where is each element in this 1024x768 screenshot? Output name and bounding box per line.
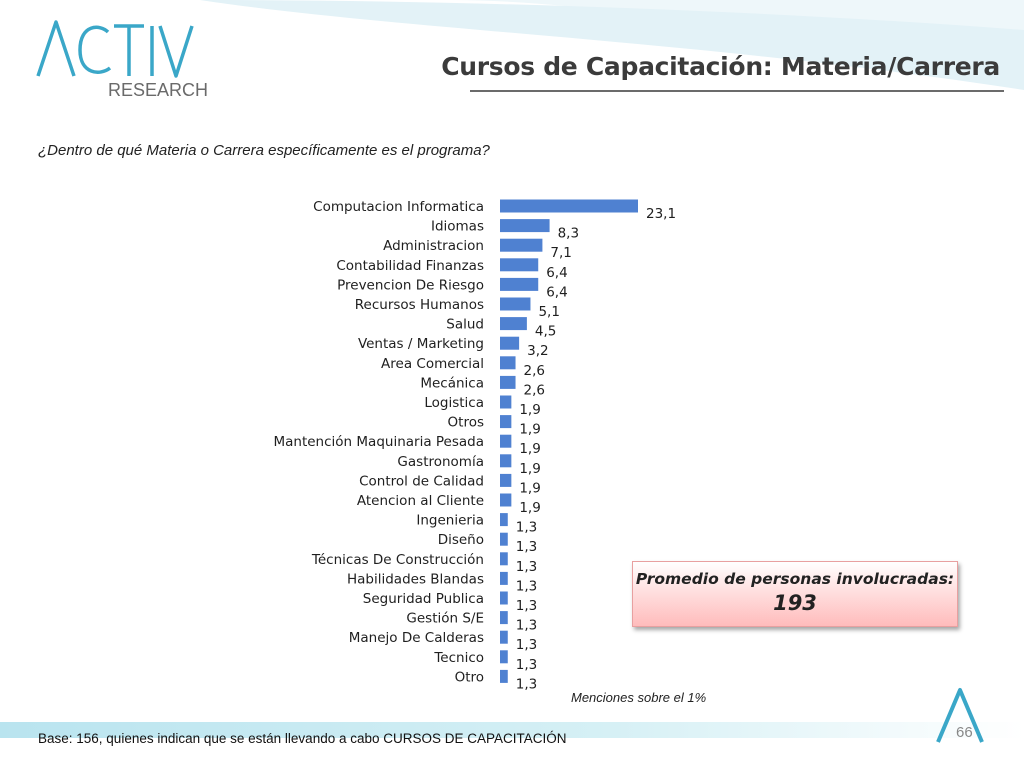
value-label: 23,1: [646, 206, 676, 222]
bar: [500, 591, 508, 605]
base-note: Base: 156, quienes indican que se están …: [38, 731, 567, 746]
category-label: Idiomas: [431, 219, 484, 235]
bar: [500, 669, 508, 683]
value-label: 5,1: [538, 304, 559, 320]
value-label: 1,9: [519, 441, 540, 457]
category-label: Computacion Informatica: [313, 199, 484, 215]
value-label: 1,3: [516, 598, 537, 614]
value-label: 3,2: [527, 343, 548, 359]
category-label: Gastronomía: [397, 454, 484, 470]
average-value: 193: [773, 591, 817, 615]
value-label: 1,3: [516, 637, 537, 653]
value-label: 6,4: [546, 265, 567, 281]
value-label: 1,3: [516, 676, 537, 692]
category-label: Control de Calidad: [359, 473, 484, 489]
bar: [500, 317, 527, 331]
value-label: 1,9: [519, 402, 540, 418]
category-label: Atencion al Cliente: [357, 493, 484, 509]
category-label: Gestión S/E: [406, 611, 484, 627]
category-label: Area Comercial: [381, 356, 484, 372]
category-label: Habilidades Blandas: [347, 571, 484, 587]
value-label: 1,3: [516, 618, 537, 634]
page-title: Cursos de Capacitación: Materia/Carrera: [441, 52, 1000, 81]
category-label: Logistica: [424, 395, 484, 411]
value-label: 1,9: [519, 480, 540, 496]
value-label: 1,3: [516, 539, 537, 555]
value-label: 2,6: [524, 382, 545, 398]
value-label: 1,3: [516, 520, 537, 536]
category-label: Recursos Humanos: [355, 297, 484, 313]
title-divider: [470, 90, 1004, 92]
bar: [500, 630, 508, 644]
bar: [500, 238, 543, 252]
category-label: Otro: [455, 669, 484, 685]
bar: [500, 395, 512, 409]
category-label: Contabilidad Finanzas: [336, 258, 484, 274]
bar: [500, 336, 520, 350]
category-label: Ingenieria: [416, 513, 484, 529]
category-label: Administracion: [383, 238, 484, 254]
bar: [500, 454, 512, 468]
value-label: 1,3: [516, 657, 537, 673]
category-label: Mecánica: [420, 375, 484, 391]
footer-band: [0, 722, 1024, 738]
category-label: Prevencion De Riesgo: [337, 277, 484, 293]
bar: [500, 513, 508, 527]
logo-text: RESEARCH: [108, 80, 208, 100]
category-label: Salud: [446, 317, 484, 333]
value-label: 1,9: [519, 500, 540, 516]
category-label: Mantención Maquinaria Pesada: [273, 434, 484, 450]
value-label: 7,1: [550, 245, 571, 261]
value-label: 1,3: [516, 578, 537, 594]
value-label: 1,9: [519, 461, 540, 477]
bar: [500, 375, 516, 389]
bar: [500, 552, 508, 566]
survey-question: ¿Dentro de qué Materia o Carrera específ…: [38, 142, 490, 159]
bar: [500, 277, 539, 291]
category-label: Manejo De Calderas: [349, 630, 484, 646]
value-label: 2,6: [524, 363, 545, 379]
value-label: 8,3: [558, 226, 579, 242]
value-label: 1,3: [516, 559, 537, 575]
bar: [500, 415, 512, 429]
bar: [500, 258, 539, 272]
bar: [500, 532, 508, 546]
value-label: 6,4: [546, 284, 567, 300]
category-label: Técnicas De Construcción: [311, 552, 484, 568]
bar: [500, 650, 508, 664]
activa-research-logo: RESEARCH: [36, 20, 208, 100]
bar: [500, 611, 508, 625]
bar: [500, 493, 512, 507]
bar: [500, 434, 512, 448]
bar: [500, 473, 512, 487]
average-label: Promedio de personas involucradas:: [635, 570, 955, 588]
bar: [500, 219, 550, 233]
category-label: Ventas / Marketing: [358, 336, 484, 352]
value-label: 1,9: [519, 422, 540, 438]
category-label: Tecnico: [433, 650, 484, 666]
category-label: Seguridad Publica: [363, 591, 484, 607]
small-logo-icon: [936, 688, 984, 743]
bar: [500, 199, 638, 213]
bar: [500, 297, 531, 311]
bar: [500, 571, 508, 585]
category-label: Diseño: [438, 532, 484, 548]
chart-note: Menciones sobre el 1%: [571, 690, 707, 705]
bar: [500, 356, 516, 370]
page-number: 66: [956, 724, 973, 741]
value-label: 4,5: [535, 324, 556, 340]
category-label: Otros: [448, 415, 484, 431]
average-box: Promedio de personas involucradas: 193: [632, 561, 958, 627]
